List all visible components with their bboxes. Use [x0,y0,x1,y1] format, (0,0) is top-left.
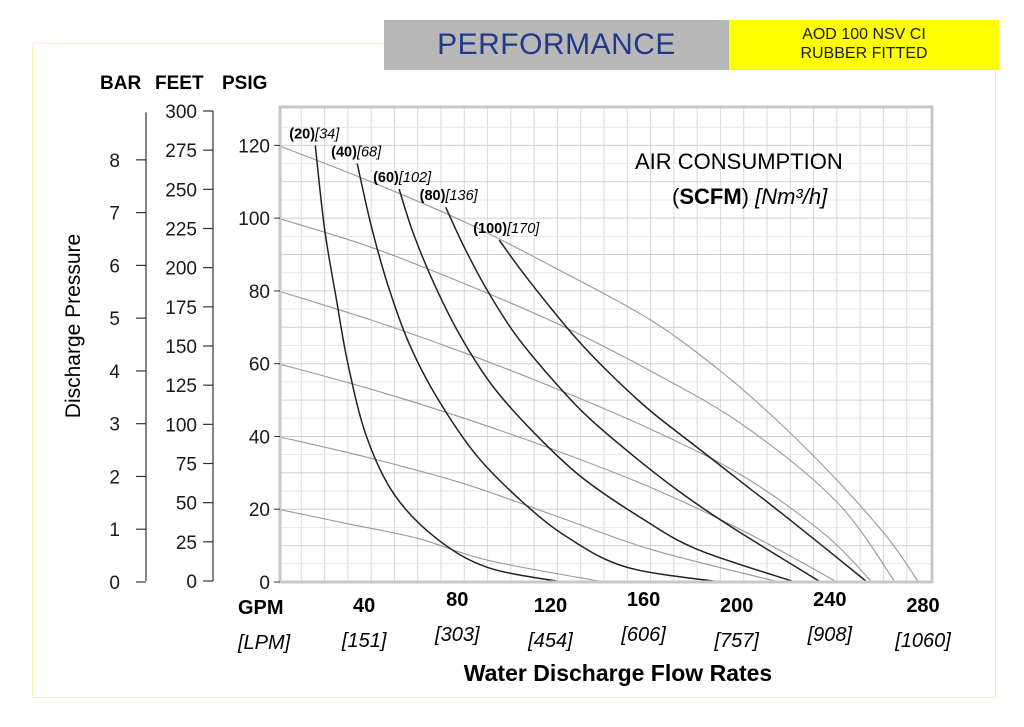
gpm-label: GPM [238,597,284,619]
lpm-label: [LPM] [237,632,291,654]
x-tick-lpm-label: [757] [713,630,759,652]
bar-axis: 8 7 6 5 4 3 2 1 0 [109,112,147,594]
bar-tick-label: 4 [109,362,120,383]
bar-tick-label: 8 [109,151,120,172]
feet-tick-label: 175 [165,298,197,319]
air-consumption-curves [314,145,868,583]
series-scfm-label: (20) [289,126,315,142]
x-axis: 40 [151] 80 [303] 120 [454] 160 [606] 200 [757] 24… [341,589,951,652]
psig-tick-label: 20 [249,500,270,521]
x-tick-gpm-label: 160 [627,589,660,611]
air-consumption-curve [398,188,796,583]
bar-tick-label: 0 [109,573,120,594]
x-tick-lpm-label: [303] [434,624,480,646]
x-tick-gpm-label: 200 [720,595,753,617]
air-consumption-label: (40)[68] [331,145,382,161]
pressure-curve [277,435,779,583]
series-nm3h-label: [68] [356,145,382,161]
feet-axis-title: FEET [155,73,204,94]
series-nm3h-label: [170] [506,221,540,237]
feet-tick-label: 25 [176,533,197,554]
bar-tick-label: 1 [109,520,120,541]
psig-axis-title: PSIG [222,73,267,94]
pressure-curve [277,217,896,583]
series-nm3h-label: [34] [314,126,340,142]
legend-title: AIR CONSUMPTION [635,149,843,174]
x-tick-gpm-label: 80 [446,589,468,611]
series-scfm-label: (60) [373,170,399,186]
air-consumption-label: (20)[34] [289,126,340,142]
bar-axis-title: BAR [100,73,141,94]
bar-tick-label: 5 [109,309,120,330]
model-header: AOD 100 NSV CI RUBBER FITTED [729,20,999,70]
pressure-curve [277,144,919,583]
series-scfm-label: (40) [331,145,357,161]
series-scfm-label: (80) [420,188,446,204]
air-consumption-label: (60)[102] [373,170,432,186]
air-consumption-curve [445,206,821,583]
pressure-curve [277,508,605,583]
x-tick-lpm-label: [908] [807,624,853,646]
series-scfm-label: (100) [473,221,507,237]
x-tick-gpm-label: 280 [906,595,939,617]
x-tick-gpm-label: 240 [813,589,846,611]
x-axis-label: Water Discharge Flow Rates [464,660,772,686]
model-line-1: AOD 100 NSV CI [802,26,926,43]
bar-tick-label: 6 [109,256,120,277]
feet-tick-label: 225 [165,220,197,241]
legend-units: (SCFM) [Nm³/h] [672,184,828,209]
psig-tick-label: 80 [249,282,270,303]
psig-tick-label: 100 [238,209,270,230]
feet-tick-label: 300 [165,102,197,123]
x-tick-lpm-label: [151] [341,630,387,652]
x-tick-lpm-label: [1060] [894,630,951,652]
feet-tick-label: 0 [186,572,197,593]
psig-tick-label: 40 [249,427,270,448]
legend-nm3h: [Nm³/h] [754,184,828,209]
feet-tick-label: 125 [165,376,197,397]
psig-tick-label: 0 [259,573,270,594]
feet-tick-label: 75 [176,455,197,476]
x-tick-gpm-label: 120 [534,595,567,617]
bar-tick-label: 7 [109,204,120,225]
air-consumption-curve [314,145,563,583]
psig-tick-label: 60 [249,355,270,376]
legend-scfm: SCFM [679,184,741,209]
feet-tick-label: 275 [165,141,197,162]
air-consumption-curve [498,239,868,583]
x-tick-gpm-label: 40 [353,595,375,617]
air-consumption-label: (100)[170] [473,221,540,237]
model-line-2: RUBBER FITTED [800,45,928,62]
y-axis-label: Discharge Pressure [62,234,85,418]
plot-border [278,105,934,584]
pressure-curves [277,144,919,583]
bar-tick-label: 2 [109,467,120,488]
air-consumption-labels: (20)[34](40)[68](60)[102](80)[136](100)[… [289,126,540,237]
performance-header: PERFORMANCE [384,20,729,70]
series-nm3h-label: [102] [398,170,432,186]
legend-paren-open: ( [672,184,680,209]
psig-tick-label: 120 [238,136,270,157]
x-tick-lpm-label: [454] [527,630,573,652]
psig-axis: 120 100 80 60 40 20 0 [238,136,280,594]
pressure-curve [277,363,838,583]
feet-tick-label: 50 [176,494,197,515]
chart-grid [280,107,932,582]
air-consumption-label: (80)[136] [420,188,479,204]
x-tick-lpm-label: [606] [620,624,666,646]
air-consumption-curve [356,163,721,583]
pressure-curve [277,290,873,583]
feet-tick-label: 250 [165,180,197,201]
legend-paren-close: ) [742,184,755,209]
feet-tick-label: 200 [165,259,197,280]
series-nm3h-label: [136] [444,188,478,204]
bar-tick-label: 3 [109,415,120,436]
feet-tick-label: 100 [165,415,197,436]
feet-tick-label: 150 [165,337,197,358]
